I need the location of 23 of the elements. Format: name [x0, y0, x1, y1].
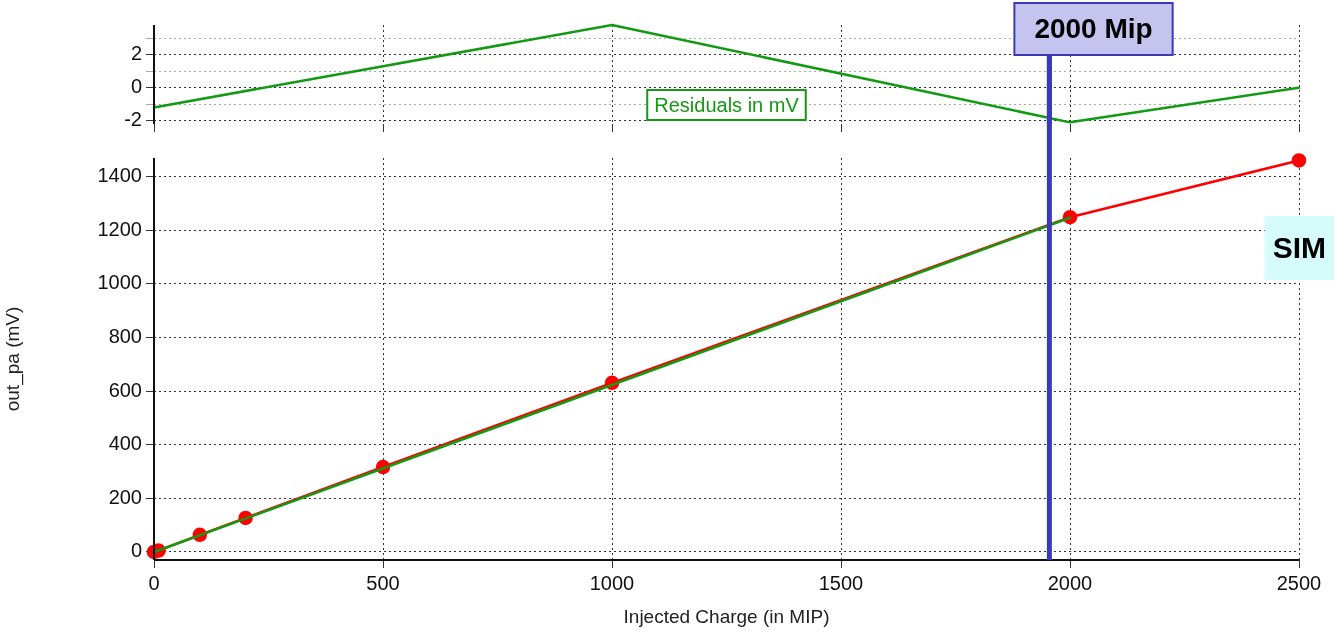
x-tick-label: 0	[148, 571, 160, 594]
x-tick-label: 2500	[1276, 571, 1322, 594]
y-tick-label: 0	[130, 75, 142, 98]
y-tick-label: 1000	[97, 271, 142, 294]
series-label: Residuals in mV	[654, 93, 800, 116]
x-tick-label: 1500	[818, 571, 864, 594]
ref-line-label: 2000 Mip	[1034, 12, 1153, 44]
y-tick-label: 1200	[97, 217, 142, 240]
x-tick-label: 2000	[1047, 571, 1093, 594]
y-tick-label: 600	[108, 378, 142, 401]
y-tick-label: 1400	[97, 164, 142, 187]
x-tick-label: 500	[366, 571, 400, 594]
y-tick-label: 400	[108, 432, 142, 455]
y-tick-label: 0	[130, 539, 142, 562]
point	[1291, 153, 1307, 168]
y-tick-label: -2	[124, 108, 142, 131]
x-tick-label: 1000	[589, 571, 635, 594]
annotation: SIM	[1272, 231, 1326, 265]
y-tick-label: 200	[108, 485, 142, 508]
y-tick-label: 800	[108, 325, 142, 348]
x-axis-title: Injected Charge (in MIP)	[623, 605, 830, 627]
y-tick-label: 2	[130, 42, 142, 65]
y-axis-title: out_pa (mV)	[1, 306, 24, 412]
